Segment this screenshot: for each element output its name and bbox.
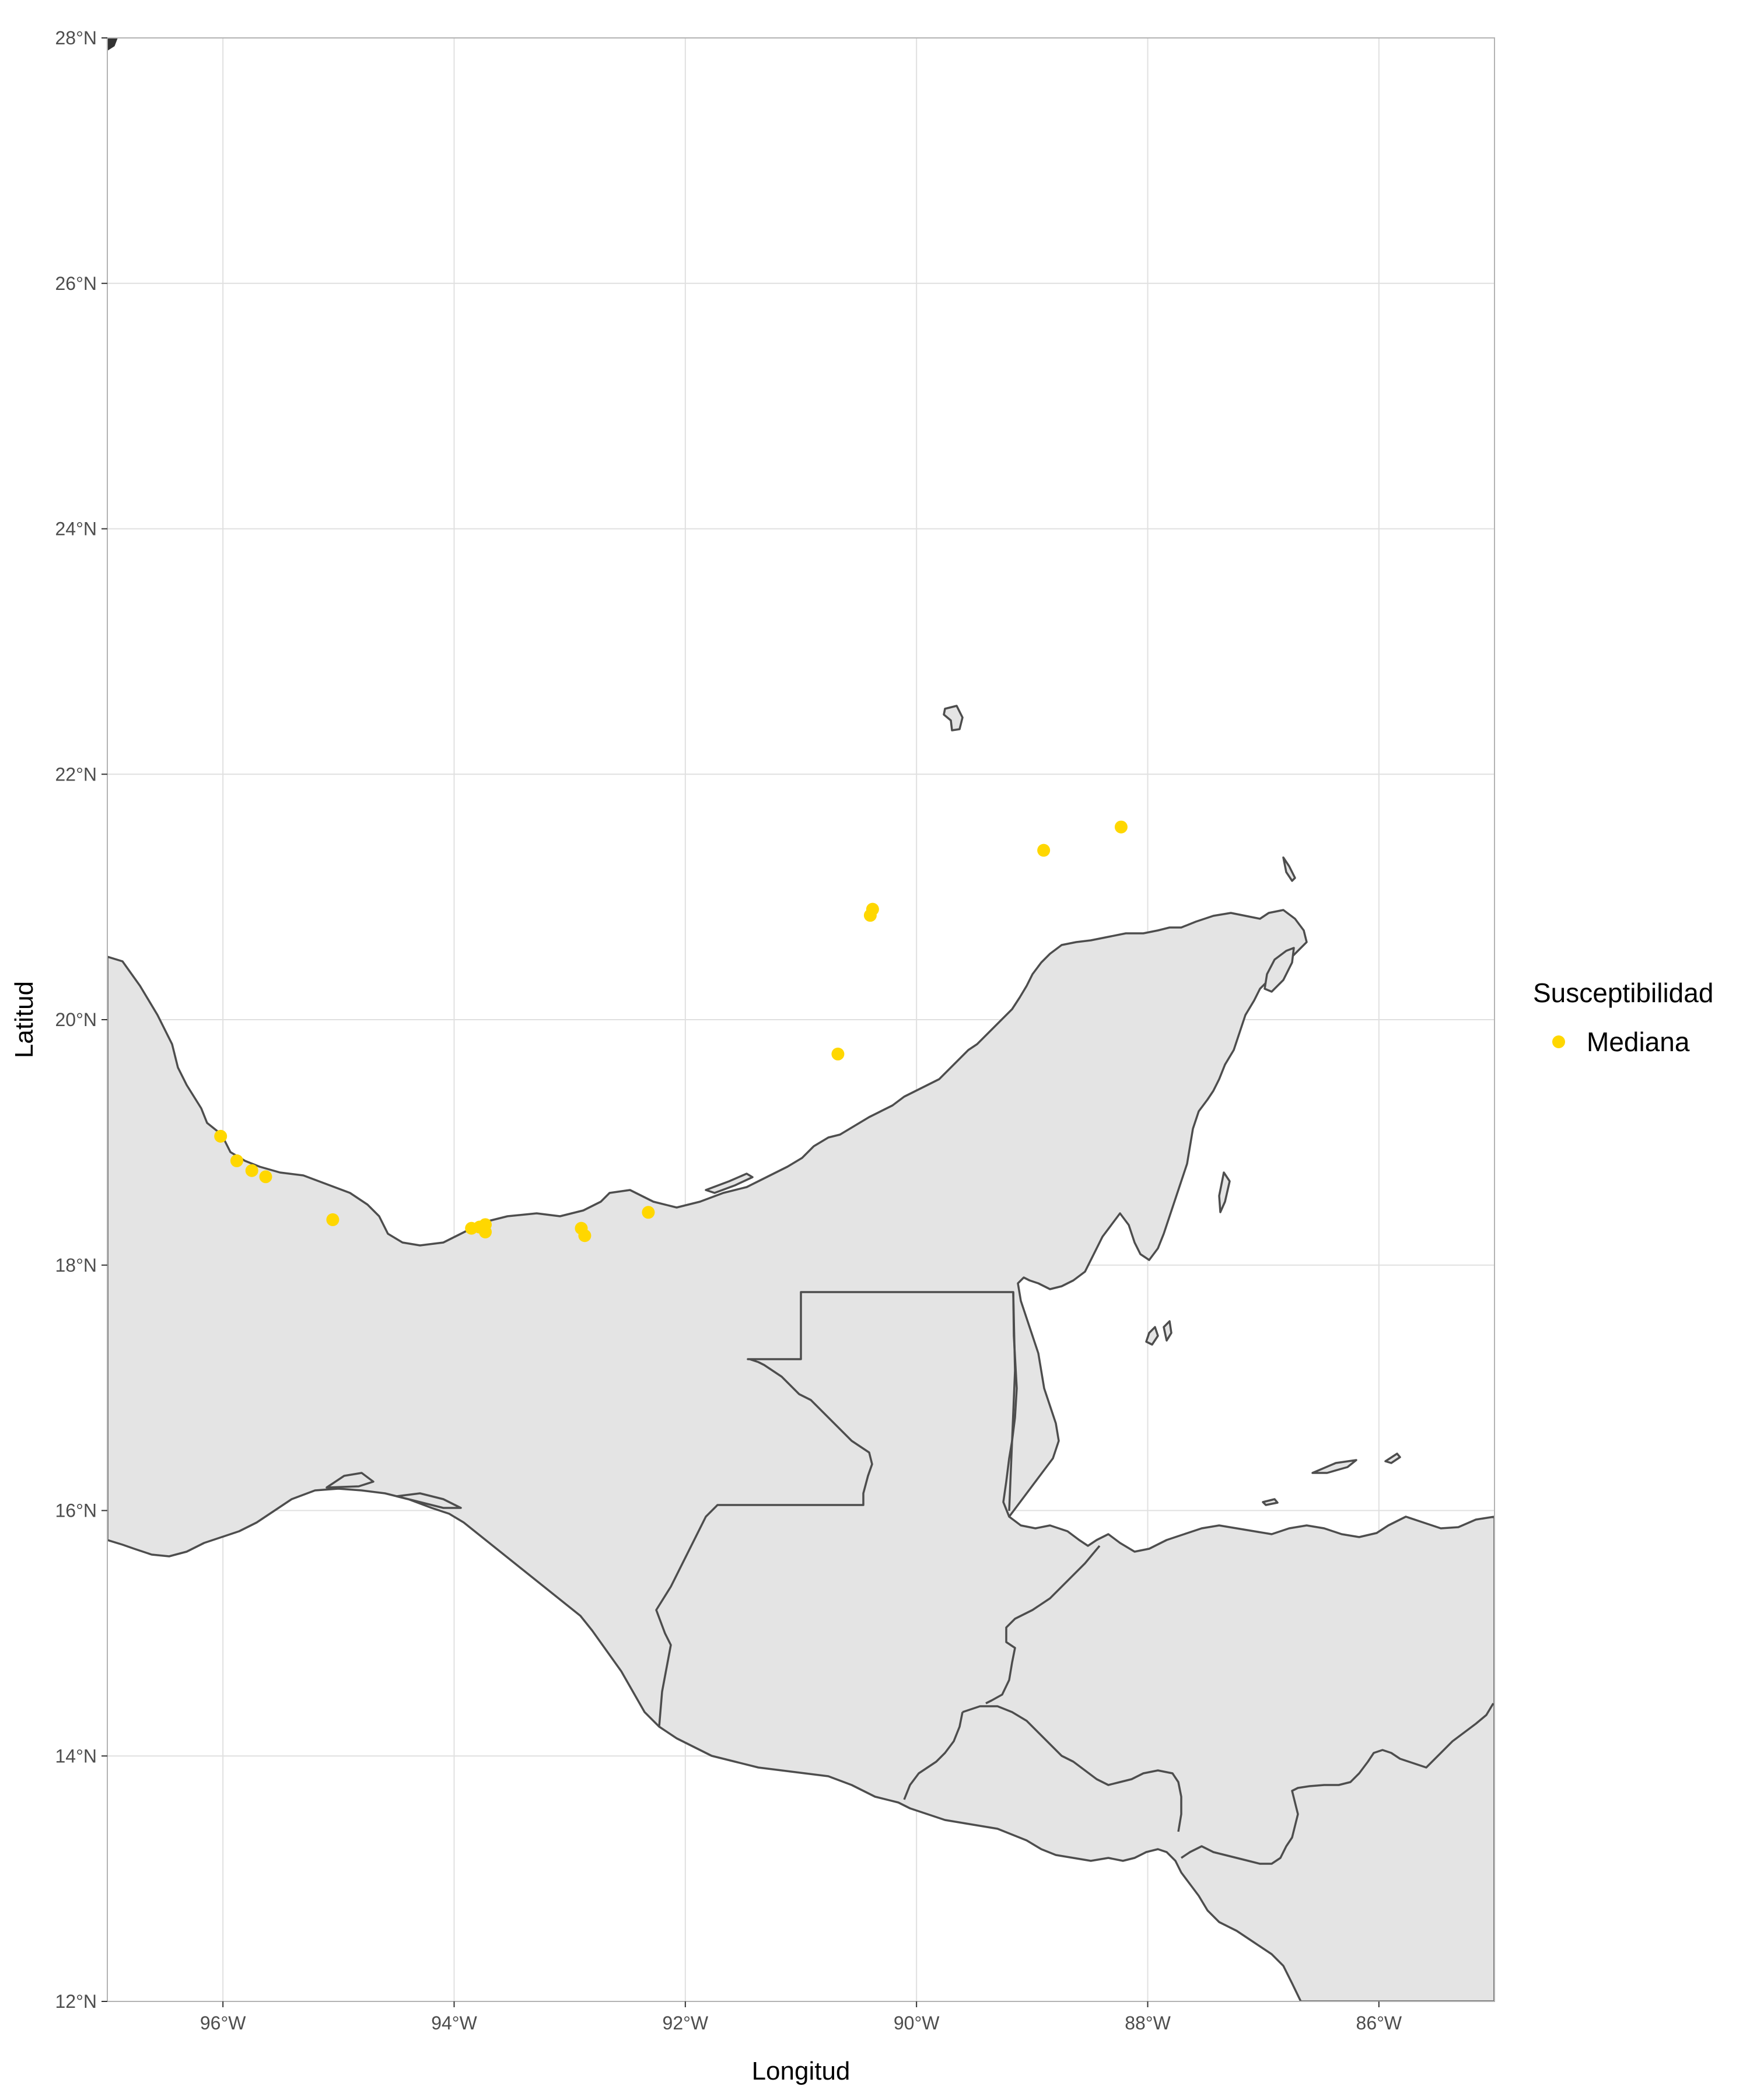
y-axis-title: Latitud: [10, 981, 38, 1058]
legend: Susceptibilidad Mediana: [1533, 978, 1713, 1057]
x-tick-label: 94°W: [431, 2013, 477, 2034]
belize-cay-1: [1145, 1326, 1159, 1346]
legend-label-mediana: Mediana: [1587, 1027, 1690, 1057]
y-tick-label: 18°N: [55, 1255, 97, 1276]
land-layer: [107, 38, 1494, 2001]
mainland: [107, 909, 1494, 2001]
data-point-mediana: [578, 1229, 592, 1242]
legend-title: Susceptibilidad: [1533, 978, 1713, 1008]
x-tick-label: 86°W: [1356, 2013, 1402, 2034]
arrecife-islet: [943, 705, 964, 732]
data-point-mediana: [259, 1170, 272, 1184]
data-point-mediana: [230, 1154, 243, 1167]
data-point-mediana: [642, 1206, 655, 1219]
data-point-mediana: [479, 1225, 492, 1238]
data-point-mediana: [326, 1213, 340, 1226]
x-tick-label: 90°W: [894, 2013, 940, 2034]
x-tick-label: 96°W: [200, 2013, 246, 2034]
x-tick-label: 88°W: [1125, 2013, 1171, 2034]
y-tick-label: 14°N: [55, 1745, 97, 1766]
borders-layer: [655, 1291, 1494, 1865]
border-honduras-nicaragua: [1181, 1703, 1494, 1865]
cozumel-island: [1264, 947, 1295, 993]
x-axis: 96°W 94°W 92°W 90°W 88°W 86°W: [200, 2001, 1402, 2034]
isla-del-carmen: [705, 1172, 754, 1194]
border-guatemala-belize: [1008, 1292, 1016, 1511]
y-tick-label: 20°N: [55, 1009, 97, 1030]
y-tick-label: 12°N: [55, 1991, 97, 2012]
data-point-mediana: [866, 902, 879, 916]
y-axis: 12°N 14°N 16°N 18°N 20°N 22°N 24°N 26°N 28°N: [55, 27, 107, 2012]
y-tick-label: 16°N: [55, 1500, 97, 1521]
y-tick-label: 24°N: [55, 519, 97, 540]
north-islet: [1282, 856, 1296, 882]
bay-island-2: [1384, 1452, 1401, 1464]
data-point-mediana: [1114, 820, 1128, 834]
y-tick-label: 28°N: [55, 27, 97, 48]
border-guatemala-honduras: [985, 1545, 1101, 1704]
bay-island-3: [1262, 1498, 1279, 1506]
belize-cay-2: [1163, 1320, 1172, 1342]
x-tick-label: 92°W: [663, 2013, 709, 2034]
border-elsalvador-guatemala: [903, 1712, 964, 1800]
data-point-mediana: [245, 1164, 258, 1177]
y-tick-label: 22°N: [55, 764, 97, 785]
legend-key-mediana: [1552, 1035, 1565, 1048]
tehuantepec-bar: [396, 1492, 462, 1509]
tehuantepec-lagoon: [326, 1472, 374, 1489]
data-point-mediana: [214, 1129, 228, 1143]
corner-speck: [107, 38, 118, 51]
data-point-mediana: [831, 1047, 845, 1060]
points-layer: [214, 820, 1128, 1242]
y-tick-label: 26°N: [55, 273, 97, 294]
belize-cay-3: [1218, 1171, 1231, 1213]
x-axis-title: Longitud: [752, 2057, 850, 2085]
border-elsalvador-honduras: [962, 1705, 1182, 1832]
data-point-mediana: [1037, 844, 1051, 857]
bay-island-1: [1311, 1459, 1357, 1474]
